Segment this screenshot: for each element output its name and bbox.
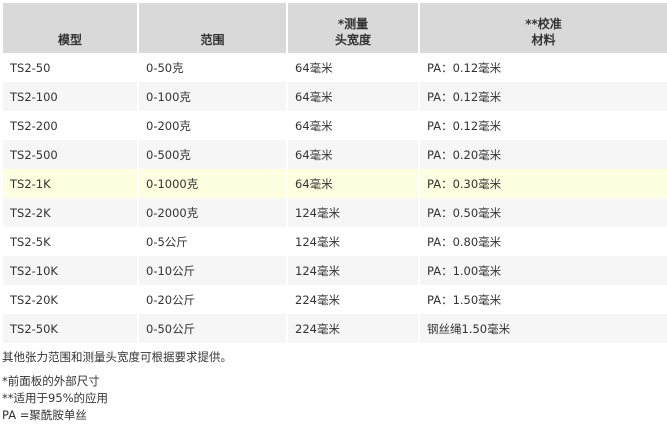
cell-model: TS2-100 [3,82,137,111]
cell-range: 0-2000克 [139,198,286,227]
header-range: 范围 [139,3,286,53]
cell-range: 0-50克 [146,60,184,75]
footnote-calibration: **适用于95%的应用 [2,391,109,405]
cell-calibration-material: PA：1.50毫米 [427,292,502,307]
cell-model: TS2-200 [10,118,58,133]
cell-calibration-material: PA：0.12毫米 [420,82,667,111]
cell-model: TS2-50K [3,314,137,343]
cell-range: 0-5公斤 [146,234,188,249]
table-row: TS2-20K 0-20公斤 224毫米 PA：1.50毫米 [3,285,667,314]
table-header-row: 模型 范围 *测量头宽度 **校准材料 [3,3,667,53]
cell-head-width: 124毫米 [288,256,418,285]
cell-head-width: 64毫米 [295,60,333,75]
cell-head-width: 64毫米 [288,169,418,198]
cell-calibration-material: PA：0.30毫米 [420,169,667,198]
cell-head-width: 124毫米 [288,198,418,227]
table-row: TS2-5K 0-5公斤 124毫米 PA：0.80毫米 [3,227,667,256]
notes: 其他张力范围和测量头宽度可根据要求提供。 *前面板的外部尺寸 **适用于95%的… [2,349,232,424]
table-row: TS2-500 0-500克 64毫米 PA：0.20毫米 [3,140,667,169]
cell-range: 0-1000克 [139,169,286,198]
header-line1: *测量 [337,17,369,31]
footnote-head-width: *前面板的外部尺寸 [2,374,100,388]
availability-note: 其他张力范围和测量头宽度可根据要求提供。 [2,350,232,364]
cell-range: 0-10公斤 [139,256,286,285]
cell-head-width: 64毫米 [288,82,418,111]
footnote-pa: PA =聚酰胺单丝 [2,408,87,422]
cell-calibration-material: PA：0.12毫米 [427,60,502,75]
cell-model: TS2-50 [10,60,51,75]
cell-model: TS2-500 [3,140,137,169]
cell-head-width: 224毫米 [288,314,418,343]
table-row: TS2-200 0-200克 64毫米 PA：0.12毫米 [3,111,667,140]
header-line1: **校准 [525,17,562,31]
cell-range: 0-50公斤 [139,314,286,343]
header-head-width: *测量头宽度 [288,3,418,53]
header-line2: 头宽度 [334,33,371,47]
table-row: TS2-1K 0-1000克 64毫米 PA：0.30毫米 [3,169,667,198]
cell-range: 0-100克 [139,82,286,111]
cell-calibration-material: PA：0.20毫米 [420,140,667,169]
header-calibration-material: **校准材料 [420,3,667,53]
table-row: TS2-50 0-50克 64毫米 PA：0.12毫米 [3,53,667,82]
cell-calibration-material: PA：0.80毫米 [427,234,502,249]
cell-model: TS2-10K [3,256,137,285]
cell-range: 0-500克 [139,140,286,169]
cell-calibration-material: PA：1.00毫米 [420,256,667,285]
cell-model: TS2-2K [3,198,137,227]
header-line2: 材料 [531,33,556,47]
cell-calibration-material: PA：0.50毫米 [420,198,667,227]
specs-table: 模型 范围 *测量 头宽度 **校准 材料 TS2-50 0-50克 64毫米 PA：0.… [1,3,667,343]
header-line2: 模型 [57,33,82,47]
header-line2: 范围 [200,33,225,47]
table-row: TS2-100 0-100克 64毫米 PA：0.12毫米 [3,82,667,111]
header-model: 模型 [3,3,137,53]
cell-head-width: 124毫米 [295,234,340,249]
cell-range: 0-20公斤 [146,292,196,307]
cell-head-width: 224毫米 [295,292,340,307]
table-row: TS2-50K 0-50公斤 224毫米 钢丝绳1.50毫米 [3,314,667,343]
cell-model: TS2-5K [10,234,51,249]
cell-model: TS2-1K [3,169,137,198]
table-row: TS2-2K 0-2000克 124毫米 PA：0.50毫米 [3,198,667,227]
table-row: TS2-10K 0-10公斤 124毫米 PA：1.00毫米 [3,256,667,285]
cell-calibration-material: 钢丝绳1.50毫米 [420,314,667,343]
cell-range: 0-200克 [146,118,191,133]
cell-head-width: 64毫米 [288,140,418,169]
cell-model: TS2-20K [10,292,58,307]
cell-calibration-material: PA：0.12毫米 [427,118,502,133]
cell-head-width: 64毫米 [295,118,333,133]
